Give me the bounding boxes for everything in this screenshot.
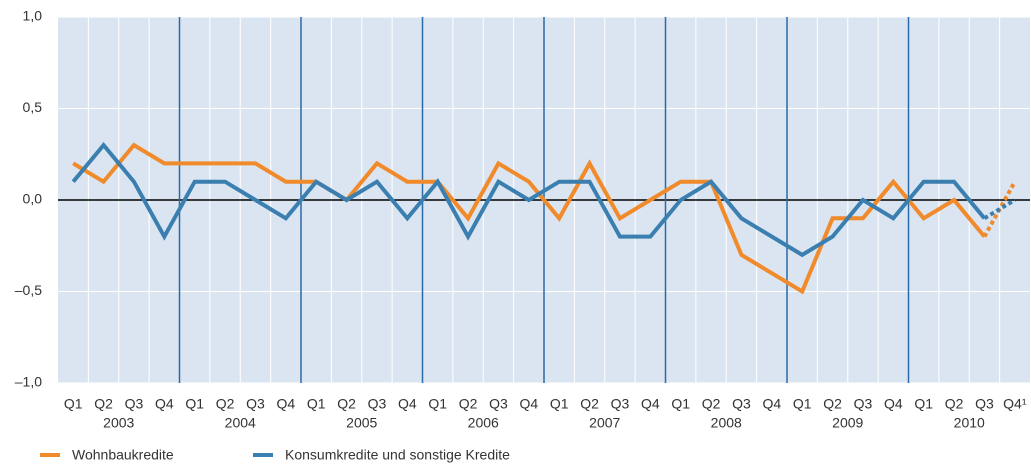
y-tick-label: –1,0 — [15, 374, 42, 390]
x-tick-label: Q4 — [884, 396, 903, 412]
x-tick-label: Q2 — [337, 396, 356, 412]
x-tick-label: Q1 — [793, 396, 812, 412]
x-tick-label: Q2 — [823, 396, 842, 412]
x-tick-label: Q3 — [368, 396, 387, 412]
x-group-label: 2008 — [711, 415, 742, 431]
x-tick-label: Q1 — [914, 396, 933, 412]
x-group-label: 2004 — [225, 415, 256, 431]
x-tick-label: Q3 — [246, 396, 265, 412]
x-tick-label: Q4 — [641, 396, 660, 412]
x-group-label: 2005 — [346, 415, 377, 431]
x-tick-label: Q3 — [489, 396, 508, 412]
x-tick-label: Q4 — [519, 396, 538, 412]
x-tick-label: Q1 — [550, 396, 569, 412]
x-tick-label: Q4 — [276, 396, 295, 412]
y-tick-label: 1,0 — [23, 8, 43, 24]
x-group-label: 2006 — [468, 415, 499, 431]
x-tick-label: Q3 — [732, 396, 751, 412]
x-group-label: 2003 — [103, 415, 134, 431]
x-tick-label: Q1 — [671, 396, 690, 412]
x-tick-label: Q4¹ — [1003, 396, 1027, 412]
legend-label: Konsumkredite und sonstige Kredite — [285, 447, 510, 463]
series-forecast-line — [983, 198, 1016, 221]
x-tick-label: Q2 — [459, 396, 478, 412]
x-tick-label: Q1 — [185, 396, 204, 412]
x-tick-label: Q4 — [762, 396, 781, 412]
y-tick-label: 0,5 — [23, 99, 43, 115]
x-tick-label: Q2 — [94, 396, 113, 412]
x-tick-label: Q1 — [307, 396, 326, 412]
series-line — [71, 141, 986, 258]
x-tick-label: Q3 — [975, 396, 994, 412]
x-tick-label: Q1 — [64, 396, 83, 412]
series-line — [72, 142, 986, 295]
y-tick-label: 0,0 — [23, 191, 43, 207]
x-tick-label: Q2 — [702, 396, 721, 412]
x-tick-label: Q3 — [611, 396, 630, 412]
x-group-label: 2010 — [954, 415, 985, 431]
legend-label: Wohnbaukredite — [72, 447, 174, 463]
x-tick-label: Q2 — [580, 396, 599, 412]
x-tick-label: Q4 — [398, 396, 417, 412]
x-tick-label: Q3 — [125, 396, 144, 412]
x-group-label: 2007 — [589, 415, 620, 431]
x-group-label: 2009 — [832, 415, 863, 431]
x-tick-label: Q3 — [854, 396, 873, 412]
x-tick-label: Q1 — [428, 396, 447, 412]
y-tick-label: –0,5 — [15, 282, 42, 298]
x-tick-label: Q4 — [155, 396, 174, 412]
x-tick-label: Q2 — [216, 396, 235, 412]
x-tick-label: Q2 — [945, 396, 964, 412]
